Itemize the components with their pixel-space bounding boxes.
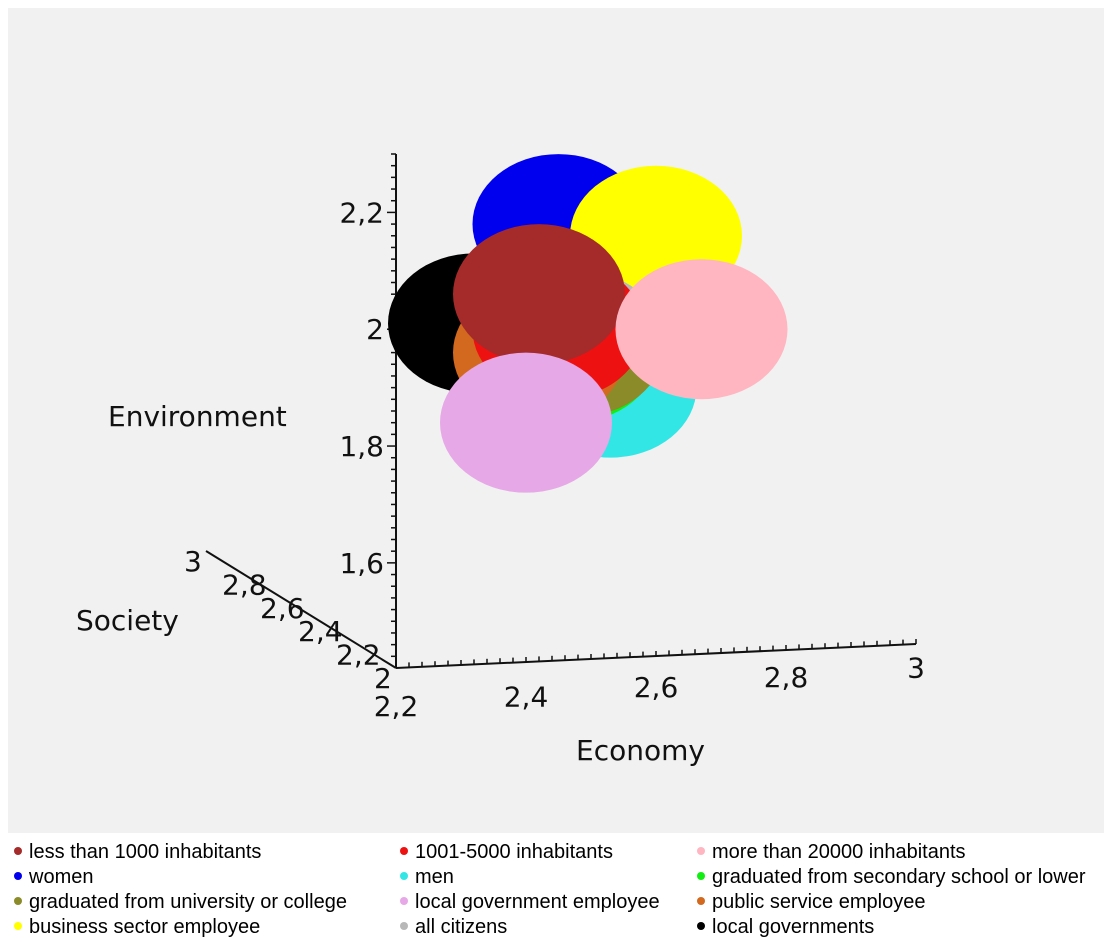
legend-marker (697, 896, 705, 905)
sphere-point (453, 224, 625, 365)
legend-item: business sector employee (14, 915, 260, 940)
legend-label: graduated from university or college (29, 891, 347, 913)
legend-label: 1001-5000 inhabitants (415, 841, 613, 863)
legend-label: graduated from secondary school or lower (712, 866, 1086, 888)
legend-label: local government employee (415, 891, 660, 913)
z-axis-title: Society (76, 604, 179, 637)
z-tick-label: 2,4 (298, 615, 343, 648)
legend-label: business sector employee (29, 916, 261, 938)
x-axis-title: Economy (576, 734, 705, 767)
x-tick-label: 2,4 (504, 680, 549, 713)
legend-item: less than 1000 inhabitants (14, 840, 261, 865)
sphere-point (615, 259, 788, 400)
plot-area: 1,6 1,8 2 2,2 2,2 2,4 2,6 2,8 3 3 2,8 2,6 2,4 2,2 2 Env… (8, 8, 1104, 833)
x-tick-label: 2,6 (634, 671, 679, 704)
x-tick-label: 3 (907, 652, 925, 685)
legend-label: local governments (712, 916, 875, 938)
x-tick-label: 2,2 (374, 690, 419, 723)
y-tick-label: 2 (366, 313, 384, 346)
legend-marker (14, 896, 22, 905)
legend-item: women (14, 865, 93, 890)
z-tick-label: 2,2 (336, 639, 381, 672)
legend-marker (697, 846, 705, 855)
z-tick-label: 2 (374, 662, 392, 695)
z-axis-line (205, 550, 397, 669)
legend-marker (400, 921, 408, 930)
legend-label: all citizens (415, 916, 508, 938)
legend-label: more than 20000 inhabitants (712, 841, 966, 863)
legend-item: local governments (697, 915, 874, 940)
sphere-point (440, 352, 612, 493)
legend-item: men (400, 865, 454, 890)
chart-3d-plot: 1,61,822,22,2 2,4 2,6 2,8 332,82,62,42,22Env… (76, 153, 925, 767)
y-tick-label: 1,6 (339, 547, 384, 580)
legend-label: women (29, 866, 94, 888)
legend-item: graduated from secondary school or lower (697, 865, 1086, 890)
z-tick-label: 2,6 (260, 592, 305, 625)
legend-label: men (415, 866, 454, 888)
data-spheres (388, 154, 788, 493)
z-tick-label: 3 (184, 545, 202, 578)
legend-marker (14, 921, 22, 930)
x-tick-label: 2,8 (764, 661, 809, 694)
axes (205, 153, 917, 669)
legend-item: more than 20000 inhabitants (697, 840, 966, 865)
legend-item: 1001-5000 inhabitants (400, 840, 613, 865)
legend-marker (697, 871, 705, 880)
y-axis-title: Environment (108, 400, 287, 433)
legend-item: local government employee (400, 890, 660, 915)
y-tick-label: 2,2 (339, 196, 384, 229)
legend-marker (400, 896, 408, 905)
legend-item: graduated from university or college (14, 890, 347, 915)
legend-item: public service employee (697, 890, 925, 915)
legend-label: less than 1000 inhabitants (29, 841, 262, 863)
legend-marker (697, 921, 705, 930)
legend-marker (14, 846, 22, 855)
y-tick-label: 1,8 (339, 430, 384, 463)
axis-labels: 1,61,822,22,2 2,4 2,6 2,8 332,82,62,42,22Env… (76, 196, 925, 767)
legend-label: public service employee (712, 891, 926, 913)
legend-marker (14, 871, 22, 880)
legend-item: all citizens (400, 915, 507, 940)
legend-marker (400, 871, 408, 880)
legend-marker (400, 846, 408, 855)
z-tick-label: 2,8 (222, 568, 267, 601)
legend: less than 1000 inhabitants women graduated… (14, 840, 1104, 940)
